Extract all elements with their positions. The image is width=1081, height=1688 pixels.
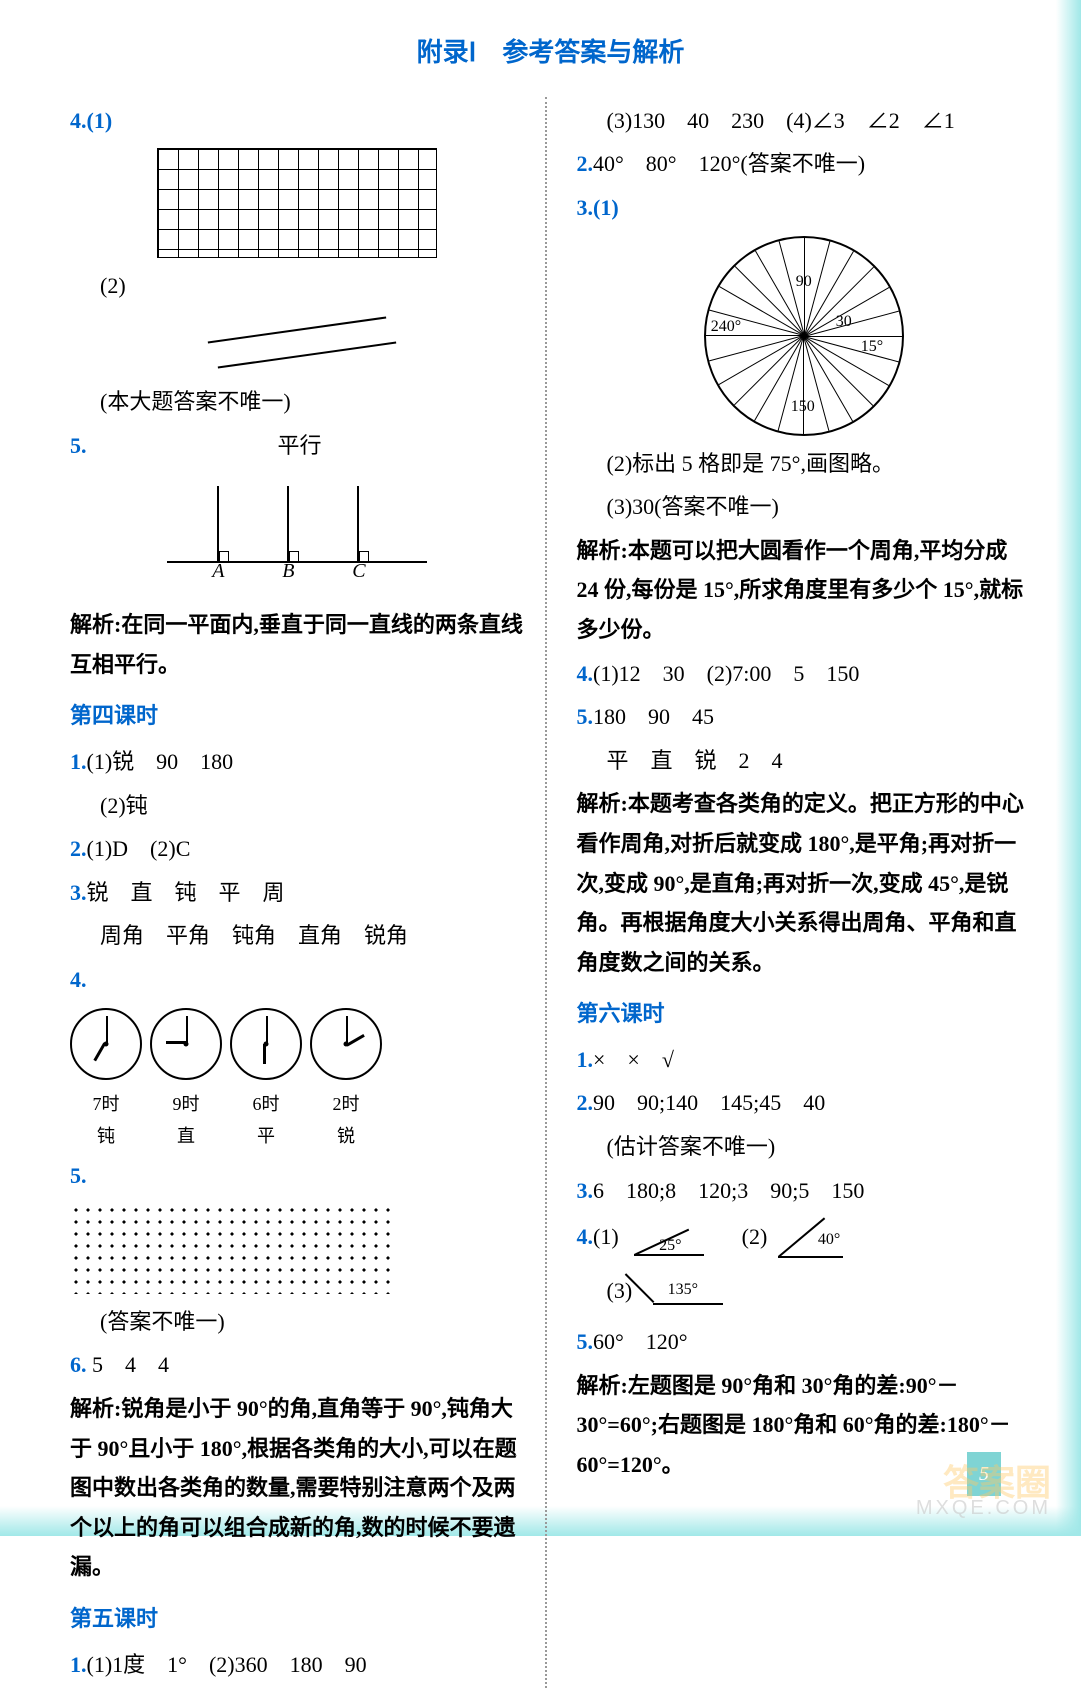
s4-3b: 周角 平角 钝角 直角 锐角: [70, 916, 525, 956]
s4-6: 6. 5 4 4: [70, 1345, 525, 1385]
perpendicular-diagram: A B C: [70, 473, 525, 563]
s6-1: 1.× × √: [577, 1040, 1032, 1080]
s5-1: 1.(1)1度 1° (2)360 180 90: [70, 1645, 525, 1685]
clock-time-labels: 7时9时6时2时: [70, 1088, 525, 1120]
circle-dial-diagram: 90 30 15° 240° 150: [577, 236, 1032, 436]
q5-ans: 平行: [278, 433, 322, 458]
analysis-5: 解析:在同一平面内,垂直于同一直线的两条直线互相平行。: [70, 605, 525, 684]
s6-4c: (3) 135°: [577, 1268, 1032, 1318]
r4: 4.(1)12 30 (2)7:00 5 150: [577, 654, 1032, 694]
s6-4: 4.(1) 25° (2) 40°: [577, 1214, 1032, 1264]
right-column: (3)130 40 230 (4)∠3 ∠2 ∠1 2.40° 80° 120°…: [577, 97, 1032, 1688]
r5: 5.180 90 45: [577, 697, 1032, 737]
page-header: 附录Ⅰ 参考答案与解析: [70, 30, 1031, 77]
clocks-diagram: [70, 1008, 525, 1080]
s6-2b: (估计答案不唯一): [577, 1127, 1032, 1167]
analysis-r3: 解析:本题可以把大圆看作一个周角,平均分成 24 份,每份是 15°,所求角度里…: [577, 531, 1032, 650]
q4-2: (2): [70, 266, 525, 306]
s6-3: 3.6 180;8 120;3 90;5 150: [577, 1171, 1032, 1211]
r5b: 平 直 锐 2 4: [577, 741, 1032, 781]
s4-1: (1)锐 90 180: [87, 749, 234, 774]
analysis-r5: 解析:本题考查各类角的定义。把正方形的中心看作周角,对折后就变成 180°,是平…: [577, 784, 1032, 982]
r2: 2.40° 80° 120°(答案不唯一): [577, 144, 1032, 184]
r3-2: (2)标出 5 格即是 75°,画图略。: [577, 444, 1032, 484]
clock-type-labels: 钝直平锐: [70, 1120, 525, 1152]
r3-3: (3)30(答案不唯一): [577, 487, 1032, 527]
q4-note: (本大题答案不唯一): [70, 382, 525, 422]
r3: 3.(1): [577, 195, 619, 220]
s4-5: 5.: [70, 1163, 87, 1188]
s6-2: 2.90 90;140 145;45 40: [577, 1083, 1032, 1123]
s4-2: 2.(1)D (2)C: [70, 829, 525, 869]
q-num: 4.(1): [70, 108, 112, 133]
parallel-diagram: [70, 314, 525, 374]
analysis-6: 解析:锐角是小于 90°的角,直角等于 90°,钝角大于 90°且小于 180°…: [70, 1389, 525, 1587]
section-4: 第四课时: [70, 696, 525, 736]
r1-3: (3)130 40 230 (4)∠3 ∠2 ∠1: [577, 101, 1032, 141]
grid-diagram: [70, 148, 525, 258]
s4-1b: (2)钝: [70, 786, 525, 826]
s4-3: 3.锐 直 钝 平 周: [70, 873, 525, 913]
dots-diagram: [70, 1204, 390, 1294]
s4-5note: (答案不唯一): [70, 1302, 525, 1342]
watermark-url: MXQE.COM: [916, 1490, 1051, 1526]
q5-num: 5.: [70, 433, 87, 458]
left-column: 4.(1) (2) (本大题答案不唯一) 5. 平行 A B C 解析:在同一平…: [70, 97, 547, 1688]
s6-5: 5.60° 120°: [577, 1322, 1032, 1362]
s4-4: 4.: [70, 967, 87, 992]
section-5: 第五课时: [70, 1599, 525, 1639]
section-6: 第六课时: [577, 994, 1032, 1034]
